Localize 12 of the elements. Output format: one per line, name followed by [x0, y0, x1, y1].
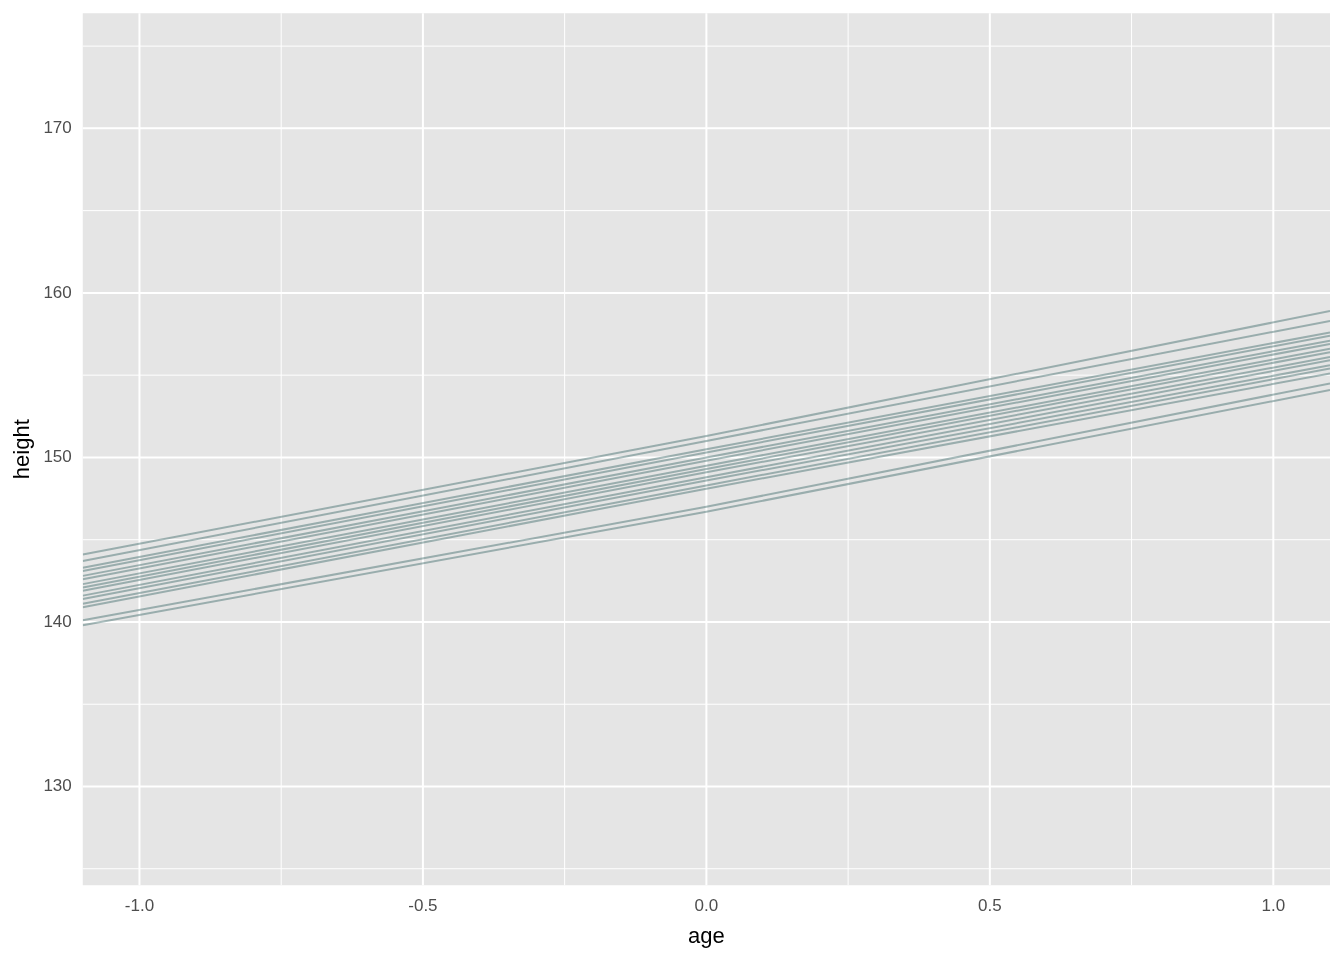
- y-axis-title: height: [9, 419, 35, 480]
- x-tick-label: -0.5: [408, 896, 438, 916]
- y-tick-label: 170: [43, 118, 72, 138]
- y-tick-label: 160: [43, 282, 72, 302]
- y-tick-label: 130: [43, 776, 72, 796]
- x-tick-label: 1.0: [1261, 896, 1286, 916]
- x-axis-title: age: [688, 922, 725, 948]
- x-tick-label: -1.0: [124, 896, 155, 916]
- y-tick-label: 140: [43, 611, 72, 631]
- x-tick-label: 0.5: [978, 896, 1002, 916]
- x-tick-label: 0.0: [694, 896, 719, 916]
- y-tick-label: 150: [43, 447, 72, 467]
